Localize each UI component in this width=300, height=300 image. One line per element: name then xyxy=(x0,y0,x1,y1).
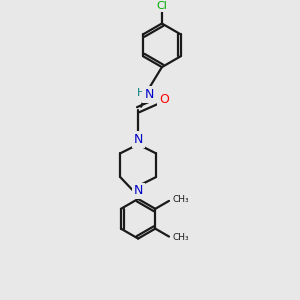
Text: N: N xyxy=(144,88,154,101)
Text: CH₃: CH₃ xyxy=(173,195,190,204)
Text: Cl: Cl xyxy=(157,1,167,11)
Text: CH₃: CH₃ xyxy=(173,233,190,242)
Text: N: N xyxy=(134,184,143,197)
Text: O: O xyxy=(159,93,169,106)
Text: H: H xyxy=(137,88,145,98)
Text: N: N xyxy=(134,133,143,146)
